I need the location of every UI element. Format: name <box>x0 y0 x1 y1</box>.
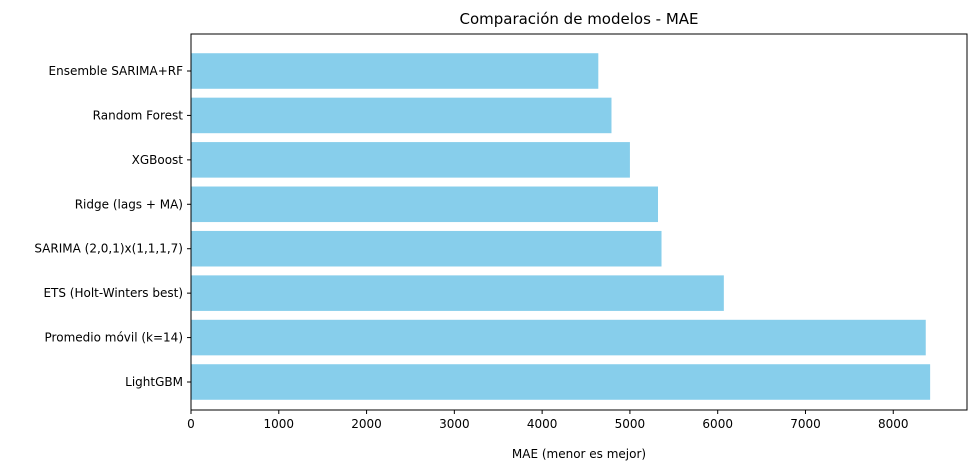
bar-3 <box>191 186 659 223</box>
y-tick-label: Ensemble SARIMA+RF <box>49 64 184 78</box>
y-tick-label: ETS (Holt-Winters best) <box>43 286 183 300</box>
y-tick-label: SARIMA (2,0,1)x(1,1,1,7) <box>34 242 183 256</box>
bar-2 <box>191 142 630 178</box>
chart-title: Comparación de modelos - MAE <box>459 10 698 28</box>
bar-0 <box>191 53 599 89</box>
x-tick-label: 1000 <box>264 417 295 431</box>
x-tick-label: 4000 <box>527 417 558 431</box>
x-tick-label: 6000 <box>702 417 733 431</box>
y-tick-label: XGBoost <box>132 153 184 167</box>
bar-4 <box>191 230 662 267</box>
x-tick-label: 8000 <box>878 417 909 431</box>
x-tick-label: 2000 <box>351 417 382 431</box>
y-tick-label: Promedio móvil (k=14) <box>45 331 183 345</box>
y-tick-label: Ridge (lags + MA) <box>75 197 183 211</box>
bar-1 <box>191 97 612 134</box>
y-tick-label: LightGBM <box>125 375 183 389</box>
y-tick-label: Random Forest <box>93 108 184 122</box>
bar-6 <box>191 319 926 356</box>
plot-frame <box>190 33 968 411</box>
x-axis-label: MAE (menor es mejor) <box>512 447 646 461</box>
x-tick-label: 7000 <box>790 417 821 431</box>
bar-5 <box>191 275 724 311</box>
bar-7 <box>191 364 931 400</box>
bars-group <box>191 53 931 400</box>
x-tick-label: 0 <box>187 417 195 431</box>
x-tick-label: 3000 <box>439 417 470 431</box>
x-tick-label: 5000 <box>615 417 646 431</box>
y-axis-ticks: Ensemble SARIMA+RF Random Forest XGBoost Ri… <box>34 64 191 389</box>
x-axis-ticks: 0 1000 2000 3000 4000 5000 6000 7000 8000 <box>187 410 909 431</box>
